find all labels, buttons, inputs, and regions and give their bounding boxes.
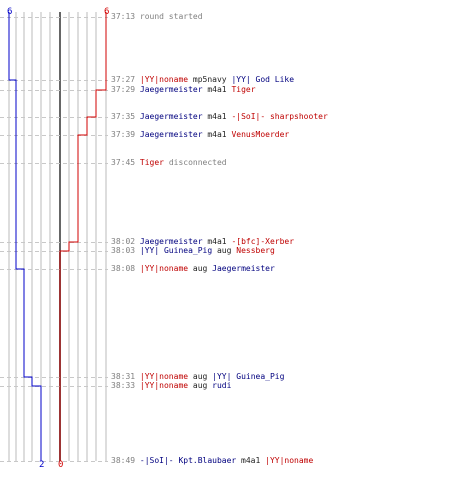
- event-row: 37:29 Jaegermeister m4a1 Tiger: [111, 85, 256, 95]
- event-token: VenusMoerder: [231, 130, 290, 139]
- event-token: Jaegermeister: [212, 264, 275, 273]
- event-token: Tiger: [231, 85, 256, 94]
- event-token: |YY|noname: [139, 372, 189, 381]
- event-token: m4a1: [202, 85, 232, 94]
- timeline-grid: [8, 12, 107, 461]
- event-token: |YY| Guinea_Pig: [212, 372, 285, 381]
- red-team-alive-line: [59, 12, 107, 461]
- event-time: 38:31: [111, 372, 140, 381]
- event-token: rudi: [212, 381, 232, 390]
- blue-end-count: 2: [39, 460, 44, 470]
- event-time: 37:27: [111, 75, 140, 84]
- event-token: |YY| God Like: [231, 75, 295, 84]
- red-end-count: 0: [58, 460, 63, 470]
- event-token: -|SoI|- Kpt.Blaubaer: [139, 456, 237, 465]
- event-token: Tiger: [139, 158, 164, 167]
- event-time: 38:08: [111, 264, 140, 273]
- event-token: Jaegermeister: [139, 130, 203, 139]
- event-time: 37:35: [111, 112, 140, 121]
- event-token: round started: [139, 12, 203, 21]
- event-token: -|SoI|- sharpshooter: [231, 112, 328, 121]
- event-time: 37:45: [111, 158, 140, 167]
- event-token: disconnected: [164, 158, 227, 167]
- event-row: 37:13 round started: [111, 12, 203, 22]
- event-row: 38:49 -|SoI|- Kpt.Blaubaer m4a1 |YY|nona…: [111, 456, 313, 466]
- event-token: aug: [212, 246, 237, 255]
- event-time: 38:03: [111, 246, 140, 255]
- event-time: 37:29: [111, 85, 140, 94]
- event-token: m4a1: [202, 130, 232, 139]
- event-token: -[bfc]-Xerber: [231, 237, 295, 246]
- event-token: mp5navy: [188, 75, 232, 84]
- event-row: 37:35 Jaegermeister m4a1 -|SoI|- sharpsh…: [111, 112, 328, 122]
- event-token: aug: [188, 372, 213, 381]
- event-token: aug: [188, 381, 213, 390]
- event-token: |YY| Guinea_Pig: [139, 246, 213, 255]
- event-row: 38:03 |YY| Guinea_Pig aug Nessberg: [111, 246, 275, 256]
- event-row: 38:33 |YY|noname aug rudi: [111, 381, 231, 391]
- event-token: m4a1: [202, 112, 232, 121]
- event-row: 38:02 Jaegermeister m4a1 -[bfc]-Xerber: [111, 237, 294, 247]
- blue-start-count: 6: [7, 7, 12, 17]
- event-token: Jaegermeister: [139, 112, 203, 121]
- event-time: 38:33: [111, 381, 140, 390]
- event-time: 38:49: [111, 456, 140, 465]
- event-row: 38:31 |YY|noname aug |YY| Guinea_Pig: [111, 372, 284, 382]
- event-time: 38:02: [111, 237, 140, 246]
- event-token: |YY|noname: [139, 75, 189, 84]
- red-start-count: 6: [104, 7, 109, 17]
- event-time: 37:39: [111, 130, 140, 139]
- event-token: m4a1: [236, 456, 266, 465]
- event-time: 37:13: [111, 12, 140, 21]
- event-row: 37:27 |YY|noname mp5navy |YY| God Like: [111, 75, 294, 85]
- event-token: Jaegermeister: [139, 237, 203, 246]
- event-token: |YY|noname: [139, 381, 189, 390]
- blue-team-alive-line: [8, 12, 42, 461]
- event-token: aug: [188, 264, 213, 273]
- event-token: m4a1: [202, 237, 232, 246]
- event-token: |YY|noname: [265, 456, 314, 465]
- event-token: Jaegermeister: [139, 85, 203, 94]
- event-token: Nessberg: [236, 246, 275, 255]
- event-row: 37:45 Tiger disconnected: [111, 158, 227, 168]
- event-row: 37:39 Jaegermeister m4a1 VenusMoerder: [111, 130, 289, 140]
- event-row: 38:08 |YY|noname aug Jaegermeister: [111, 264, 275, 274]
- event-token: |YY|noname: [139, 264, 189, 273]
